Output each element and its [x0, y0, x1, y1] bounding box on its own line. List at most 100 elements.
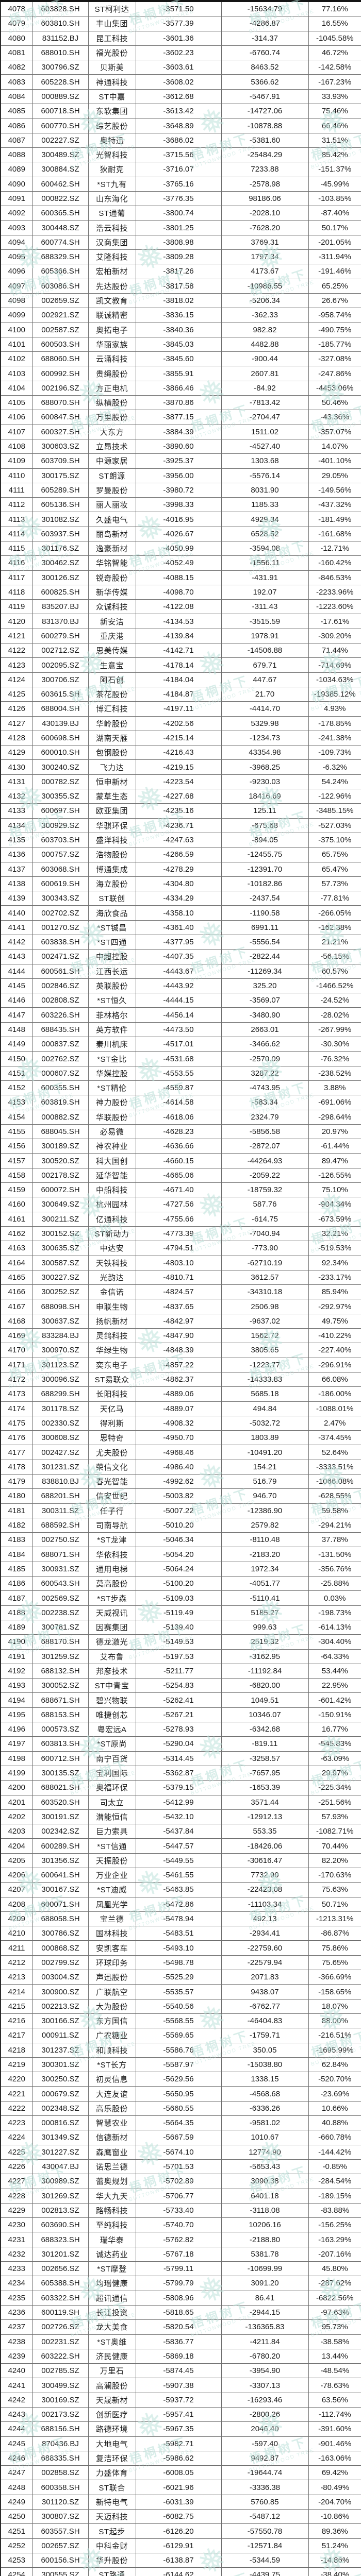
table-row: 4239 603222.SH 济民健康 -5869.18 -6780.20 13.44%	[0, 2348, 361, 2364]
value-main-cell: -4142.71	[135, 643, 222, 658]
rank-cell: 4125	[0, 686, 33, 702]
stock-code-cell: 688004.SH	[32, 701, 89, 717]
table-row: 4214 300900.SZ 广联航空 -5535.57 9438.07 -158.65%	[0, 1984, 361, 1999]
change-pct-cell: 85.42%	[308, 147, 361, 163]
table-row: 4182 688592.SH 司南导航 -5010.20 2579.82 -294.21%	[0, 1517, 361, 1533]
rank-cell: 4232	[0, 2246, 33, 2262]
value-main-cell: -5799.79	[135, 2276, 222, 2291]
stock-name-cell: *ST信通	[88, 1838, 136, 1854]
value-prior-cell: -57550.78	[221, 2523, 309, 2539]
rank-cell: 4134	[0, 818, 33, 833]
stock-name-cell: 云涌科技	[88, 351, 136, 367]
stock-code-cell: 002799.SZ	[32, 1955, 89, 1971]
rank-cell: 4150	[0, 1051, 33, 1066]
value-main-cell: -4810.71	[135, 1269, 222, 1285]
table-row: 4130 300240.SZ 飞力达 -4219.15 -3968.25 -6.32%	[0, 759, 361, 775]
value-main-cell: -3998.33	[135, 497, 222, 513]
rank-cell: 4112	[0, 497, 33, 513]
value-main-cell: -5278.93	[135, 1722, 222, 1737]
rank-cell: 4104	[0, 380, 33, 396]
rank-cell: 4079	[0, 16, 33, 31]
value-main-cell: -5119.49	[135, 1605, 222, 1620]
value-prior-cell: -4286.87	[221, 16, 309, 31]
change-pct-cell: 51.24%	[308, 2538, 361, 2553]
stock-name-cell: 万里股份	[88, 410, 136, 425]
value-prior-cell: -4414.70	[221, 701, 309, 717]
stock-code-cell: 300807.SZ	[32, 2509, 89, 2524]
stock-code-cell: 002702.SZ	[32, 905, 89, 921]
table-row: 4152 600355.SH *ST精伦 -4559.87 -4743.95 3.88%	[0, 1080, 361, 1096]
change-pct-cell: -366.69%	[308, 1970, 361, 1985]
change-pct-cell: 49.75%	[308, 1313, 361, 1329]
table-row: 4121 600279.SH 重庆港 -4139.84 1978.91 -309.20%	[0, 628, 361, 644]
stock-name-cell: 汉商集团	[88, 234, 136, 250]
value-prior-cell: 10346.07	[221, 1707, 309, 1723]
rank-cell: 4220	[0, 2072, 33, 2087]
change-pct-cell: -3333.51%	[308, 1459, 361, 1475]
table-row: 4185 300931.SZ 通用电梯 -5064.24 1972.34 -356.76%	[0, 1561, 361, 1577]
value-main-cell: -4236.71	[135, 818, 222, 833]
value-main-cell: -3601.36	[135, 30, 222, 46]
stock-name-cell: 新安洁	[88, 614, 136, 629]
value-prior-cell: 1978.91	[221, 628, 309, 644]
stock-code-cell: 600561.SH	[32, 963, 89, 979]
change-pct-cell: -97.63%	[308, 2304, 361, 2320]
stock-name-cell: 茶花股份	[88, 686, 136, 702]
value-prior-cell: -12386.90	[221, 1503, 309, 1518]
table-row: 4172 300096.SZ ST易联众 -4862.37 -14333.83 66.08…	[0, 1371, 361, 1387]
value-main-cell: -4671.40	[135, 1182, 222, 1198]
rank-cell: 4098	[0, 293, 33, 309]
value-main-cell: -5799.11	[135, 2261, 222, 2277]
value-prior-cell: -2437.54	[221, 891, 309, 906]
stock-code-cell: 300152.SZ	[32, 1226, 89, 1242]
change-pct-cell: 82.20%	[308, 1853, 361, 1869]
rank-cell: 4244	[0, 2421, 33, 2437]
stock-name-cell: *ST九有	[88, 176, 136, 192]
change-pct-cell: -519.53%	[308, 1241, 361, 1256]
change-pct-cell: -14.86%	[308, 2552, 361, 2568]
stock-name-cell: ST联合	[88, 2480, 136, 2495]
stock-code-cell: 002657.SZ	[32, 2538, 89, 2553]
rank-cell: 4108	[0, 438, 33, 454]
stock-name-cell: 国林科技	[88, 1926, 136, 1941]
change-pct-cell: -227.40%	[308, 1343, 361, 1358]
value-main-cell: -5982.71	[135, 2436, 222, 2451]
value-prior-cell: 1010.67	[221, 2130, 309, 2145]
rank-cell: 4086	[0, 118, 33, 133]
change-pct-cell: 65.47%	[308, 861, 361, 877]
stock-code-cell: 600365.SH	[32, 206, 89, 221]
value-main-cell: -5767.18	[135, 2246, 222, 2262]
stock-code-cell: 002762.SZ	[32, 1051, 89, 1066]
table-row: 4084 000889.SZ ST中嘉 -3612.68 -5467.91 33.93%	[0, 89, 361, 105]
value-prior-cell: -1223.77	[221, 1357, 309, 1372]
stock-code-cell: 300189.SZ	[32, 1139, 89, 1154]
rank-cell: 4168	[0, 1313, 33, 1329]
change-pct-cell: 69.42%	[308, 2465, 361, 2481]
rank-cell: 4214	[0, 1984, 33, 1999]
change-pct-cell: -38.58%	[308, 2334, 361, 2349]
table-row: 4117 300126.SZ 锐奇股份 -4088.15 -431.91 -846.53%	[0, 570, 361, 585]
value-main-cell: -5054.20	[135, 1547, 222, 1562]
value-main-cell: -4842.97	[135, 1313, 222, 1329]
value-prior-cell: 1803.89	[221, 1430, 309, 1446]
value-main-cell: -6126.20	[135, 2523, 222, 2539]
rank-cell: 4242	[0, 2392, 33, 2408]
rank-cell: 4114	[0, 526, 33, 541]
value-prior-cell: 12774.90	[221, 2144, 309, 2160]
stock-name-cell: *ST奥维	[88, 2334, 136, 2349]
value-prior-cell: -2183.20	[221, 1547, 309, 1562]
stock-name-cell: 万业企业	[88, 1867, 136, 1883]
value-main-cell: -4755.66	[135, 1211, 222, 1227]
change-pct-cell: 85.94%	[308, 1284, 361, 1300]
value-main-cell: -4026.67	[135, 526, 222, 541]
stock-name-cell: 宏柏新材	[88, 264, 136, 279]
value-main-cell: -5540.56	[135, 1998, 222, 2014]
value-prior-cell: -10182.86	[221, 876, 309, 892]
value-prior-cell: 21.70	[221, 686, 309, 702]
value-main-cell: -5437.84	[135, 1824, 222, 1839]
stock-name-cell: 安凯客车	[88, 1940, 136, 1956]
stock-code-cell: 300448.SZ	[32, 220, 89, 235]
value-main-cell: -4553.55	[135, 1065, 222, 1081]
stock-code-cell: 605366.SH	[32, 264, 89, 279]
table-row: 4091 000822.SZ 山东海化 -3776.35 98186.06 -103.85…	[0, 191, 361, 207]
